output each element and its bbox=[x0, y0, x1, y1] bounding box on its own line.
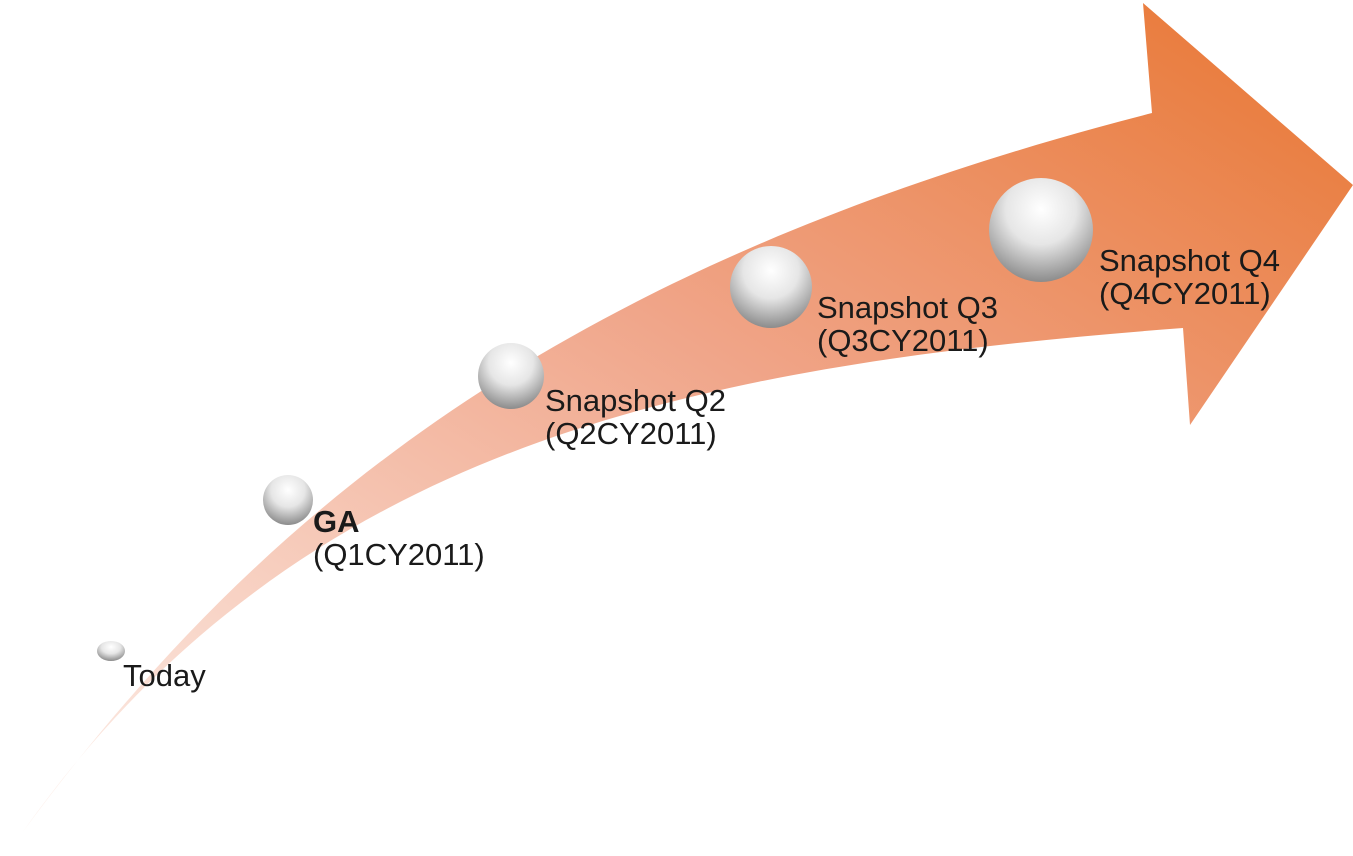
milestone-subtitle: (Q4CY2011) bbox=[1099, 276, 1271, 311]
milestone-label-snapshot-q3: Snapshot Q3 (Q3CY2011) bbox=[817, 291, 998, 357]
bubble-today bbox=[97, 641, 125, 661]
milestone-title: Snapshot Q4 bbox=[1099, 243, 1280, 278]
bubble-snapshot-q2 bbox=[478, 343, 544, 409]
milestone-label-snapshot-q4: Snapshot Q4 (Q4CY2011) bbox=[1099, 244, 1280, 310]
milestone-subtitle: (Q2CY2011) bbox=[545, 416, 717, 451]
milestone-label-today: Today bbox=[123, 659, 206, 692]
milestone-title: Today bbox=[123, 658, 206, 693]
milestone-label-snapshot-q2: Snapshot Q2 (Q2CY2011) bbox=[545, 384, 726, 450]
bubble-snapshot-q4 bbox=[989, 178, 1093, 282]
milestone-title: Snapshot Q2 bbox=[545, 383, 726, 418]
milestone-title: GA bbox=[313, 504, 360, 539]
bubble-ga bbox=[263, 475, 313, 525]
milestone-label-ga: GA (Q1CY2011) bbox=[313, 505, 485, 571]
milestone-subtitle: (Q1CY2011) bbox=[313, 537, 485, 572]
milestone-subtitle: (Q3CY2011) bbox=[817, 323, 989, 358]
bubble-snapshot-q3 bbox=[730, 246, 812, 328]
milestone-title: Snapshot Q3 bbox=[817, 290, 998, 325]
